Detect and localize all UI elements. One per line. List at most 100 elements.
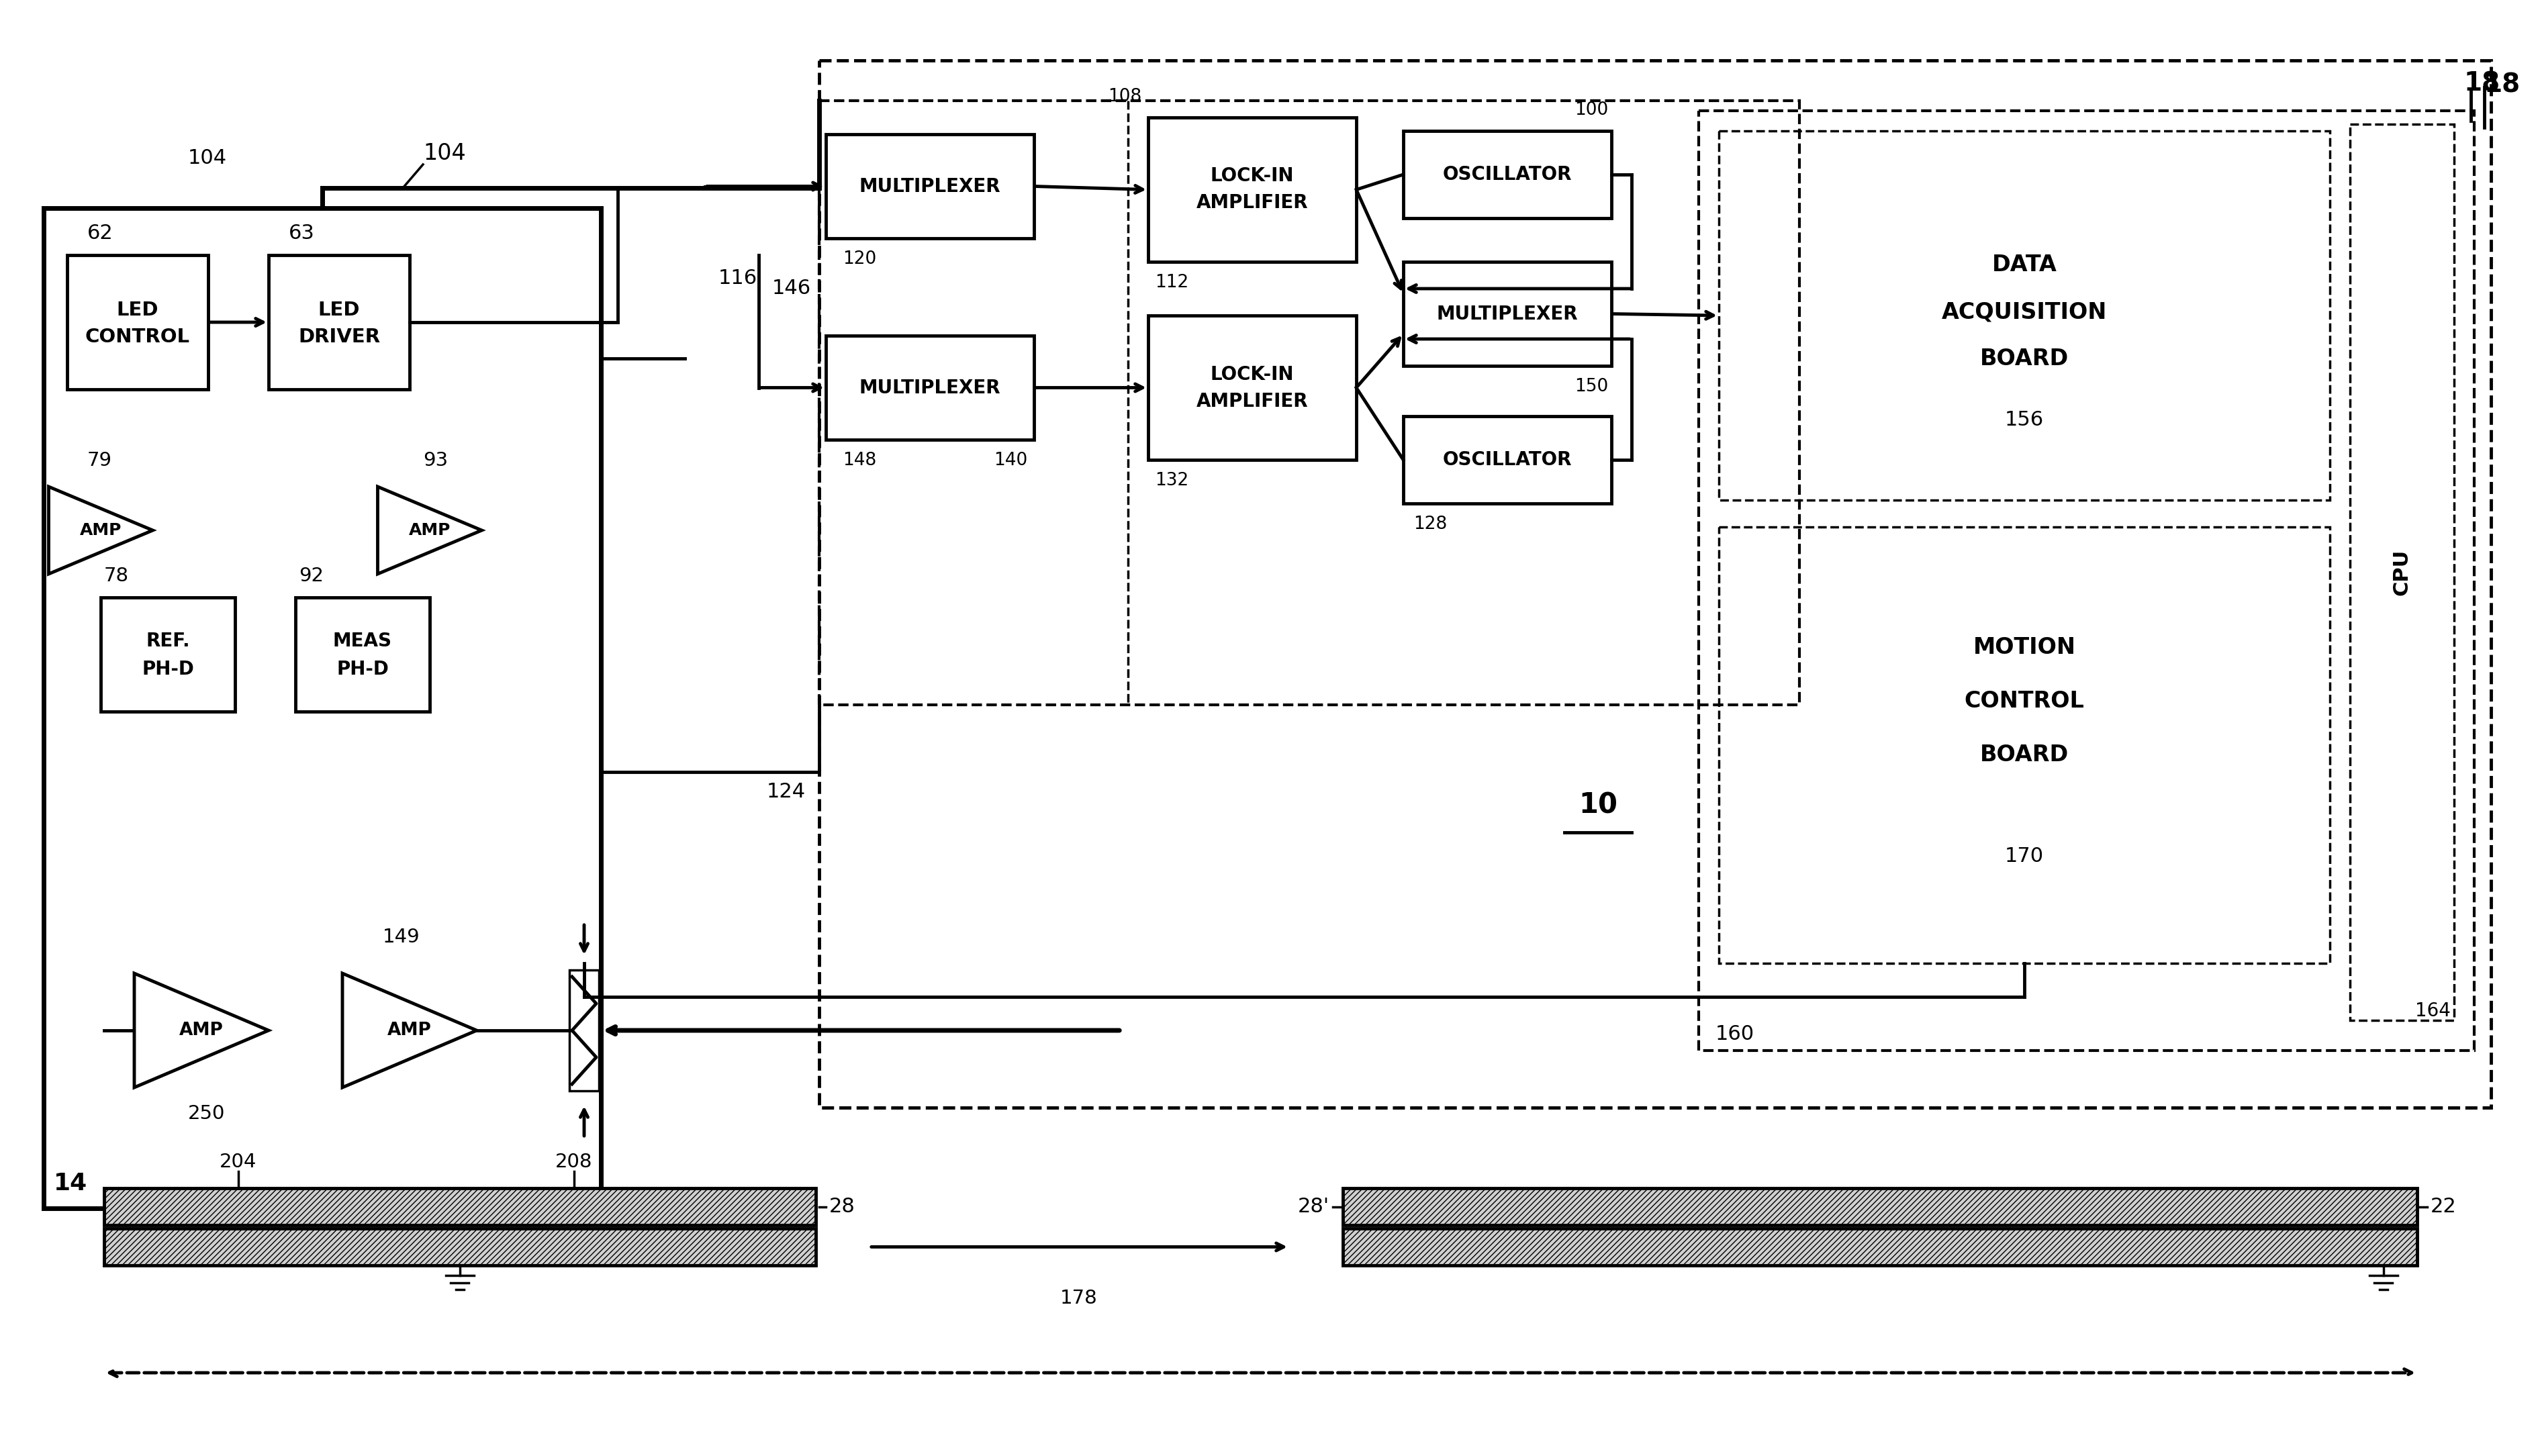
Text: OSCILLATOR: OSCILLATOR	[1443, 450, 1572, 469]
Bar	[1402, 262, 1610, 365]
Text: AMP: AMP	[180, 1022, 224, 1040]
Text: 140: 140	[993, 451, 1026, 469]
Bar	[104, 1188, 815, 1224]
Text: MOTION: MOTION	[1974, 636, 2075, 660]
Text: DATA: DATA	[1991, 255, 2057, 277]
Bar	[1344, 1229, 2418, 1265]
Text: BOARD: BOARD	[1981, 348, 2068, 370]
Text: 18: 18	[2464, 70, 2499, 96]
Text: 149: 149	[384, 927, 419, 946]
Text: PH-D: PH-D	[142, 660, 193, 678]
Text: LED: LED	[117, 301, 157, 319]
Text: AMP: AMP	[79, 523, 122, 539]
Text: 204: 204	[221, 1153, 257, 1172]
Text: 178: 178	[1059, 1289, 1097, 1307]
Text: 14: 14	[53, 1172, 86, 1195]
Bar	[104, 1229, 815, 1265]
Text: 124: 124	[767, 782, 805, 801]
Bar	[102, 597, 236, 712]
Text: 104: 104	[424, 143, 465, 165]
Bar	[295, 597, 429, 712]
Bar	[1699, 111, 2474, 1051]
Text: 120: 120	[843, 250, 876, 268]
Text: 78: 78	[104, 566, 130, 585]
Text: 150: 150	[1575, 379, 1608, 396]
Text: LOCK-IN: LOCK-IN	[1212, 365, 1293, 383]
Text: REF.: REF.	[145, 632, 190, 651]
Bar	[104, 1188, 815, 1224]
Text: 18: 18	[2484, 73, 2520, 98]
Text: 104: 104	[188, 149, 226, 167]
Text: AMP: AMP	[389, 1022, 432, 1040]
Text: ACQUISITION: ACQUISITION	[1941, 301, 2108, 323]
Text: 132: 132	[1156, 472, 1189, 489]
Text: 250: 250	[188, 1104, 226, 1123]
Bar	[104, 900, 571, 1162]
Text: MULTIPLEXER: MULTIPLEXER	[1438, 304, 1577, 323]
Text: 112: 112	[1156, 274, 1189, 291]
Bar	[1148, 316, 1356, 460]
Bar	[826, 134, 1034, 239]
Text: LED: LED	[318, 301, 361, 319]
Text: 79: 79	[86, 451, 112, 470]
Text: CPU: CPU	[2393, 549, 2413, 596]
Text: 164: 164	[2416, 1002, 2451, 1021]
Text: 93: 93	[424, 451, 447, 470]
Bar	[104, 1188, 815, 1224]
Text: 116: 116	[719, 268, 757, 288]
Bar	[1402, 416, 1610, 504]
Bar	[43, 208, 602, 1208]
Bar	[1720, 131, 2329, 499]
Text: 208: 208	[556, 1153, 592, 1172]
Bar	[2350, 124, 2454, 1021]
Text: 170: 170	[2004, 846, 2045, 866]
Bar	[569, 970, 599, 1091]
Text: PH-D: PH-D	[335, 660, 389, 678]
Polygon shape	[343, 974, 478, 1088]
Bar	[104, 1229, 815, 1265]
Text: 22: 22	[2431, 1197, 2456, 1216]
Bar	[818, 100, 1798, 705]
Bar	[269, 255, 409, 389]
Text: 146: 146	[772, 278, 810, 298]
Text: DRIVER: DRIVER	[297, 328, 381, 347]
Text: AMPLIFIER: AMPLIFIER	[1196, 194, 1308, 213]
Bar	[1344, 1229, 2418, 1265]
Bar	[826, 336, 1034, 440]
Bar	[1344, 1188, 2418, 1224]
Text: 100: 100	[1575, 102, 1608, 119]
Text: AMPLIFIER: AMPLIFIER	[1196, 392, 1308, 411]
Text: OSCILLATOR: OSCILLATOR	[1443, 165, 1572, 183]
Text: CONTROL: CONTROL	[1963, 690, 2085, 712]
Polygon shape	[48, 486, 152, 574]
Bar	[53, 476, 523, 866]
Bar	[1720, 527, 2329, 964]
Text: MULTIPLEXER: MULTIPLEXER	[859, 379, 1001, 397]
Bar	[104, 1229, 815, 1265]
Text: MULTIPLEXER: MULTIPLEXER	[859, 176, 1001, 195]
Text: CONTROL: CONTROL	[86, 328, 190, 347]
Text: 92: 92	[300, 566, 323, 585]
Bar	[818, 60, 2492, 1108]
Bar	[66, 255, 208, 389]
Text: LOCK-IN: LOCK-IN	[1212, 167, 1293, 185]
Text: 156: 156	[2004, 409, 2045, 430]
Text: 108: 108	[1107, 87, 1140, 105]
Text: 28: 28	[828, 1197, 856, 1216]
Text: 63: 63	[290, 224, 315, 243]
Text: 28': 28'	[1298, 1197, 1328, 1216]
Text: AMP: AMP	[409, 523, 450, 539]
Polygon shape	[378, 486, 483, 574]
Text: 10: 10	[1577, 792, 1618, 820]
Text: 148: 148	[843, 451, 876, 469]
Bar	[1148, 118, 1356, 262]
Text: BOARD: BOARD	[1981, 744, 2068, 766]
Polygon shape	[135, 974, 269, 1088]
Text: 128: 128	[1412, 515, 1448, 533]
Text: 160: 160	[1714, 1025, 1755, 1044]
Bar	[1402, 131, 1610, 218]
Bar	[1344, 1188, 2418, 1224]
Text: 62: 62	[86, 224, 114, 243]
Bar	[53, 221, 470, 457]
Text: MEAS: MEAS	[333, 632, 391, 651]
